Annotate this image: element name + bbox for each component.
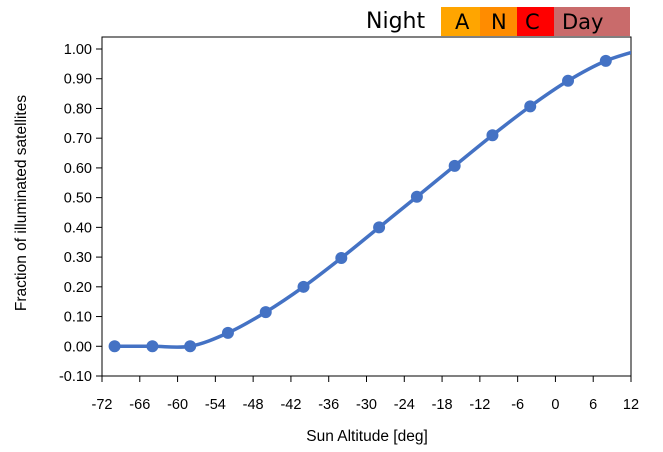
- band-label-civil: C: [525, 10, 540, 34]
- x-tick-label: 12: [623, 397, 639, 413]
- y-axis: -0.10 0.00 0.10 0.20 0.30 0.40 0.50 0.60 0.70 0.8…: [59, 42, 102, 385]
- y-tick-label: 0.00: [64, 339, 92, 355]
- y-tick-label: -0.10: [59, 369, 92, 385]
- data-point: [221, 326, 234, 339]
- x-tick-label: -6: [511, 397, 524, 413]
- x-tick-label: -42: [280, 397, 301, 413]
- data-point: [486, 129, 499, 142]
- band-swatch-astronomical: [441, 7, 480, 36]
- y-tick-label: 0.40: [64, 220, 92, 236]
- data-point: [146, 340, 159, 353]
- x-tick-label: -72: [92, 397, 113, 413]
- plot-frame: [101, 36, 632, 377]
- x-tick-label: -12: [469, 397, 490, 413]
- data-point: [524, 100, 537, 113]
- x-tick-label: -48: [243, 397, 264, 413]
- y-tick-label: 0.20: [64, 280, 92, 296]
- data-point: [410, 190, 423, 203]
- x-tick-label: 0: [551, 397, 559, 413]
- band-label-night: Night: [366, 9, 425, 34]
- y-tick-label: 0.50: [64, 191, 92, 207]
- y-tick-label: 0.30: [64, 250, 92, 266]
- x-tick-label: -24: [394, 397, 415, 413]
- y-tick-label: 0.60: [64, 161, 92, 177]
- band-swatch-nautical: [480, 7, 517, 36]
- y-axis-title: Fraction of illuminated satellites: [13, 95, 30, 311]
- band-swatch-day: [554, 7, 630, 36]
- series-line: [114, 50, 631, 350]
- data-point: [184, 340, 197, 353]
- data-point: [599, 54, 612, 67]
- band-label-nautical: N: [491, 10, 507, 34]
- x-tick-label: -30: [356, 397, 377, 413]
- x-axis: -72 -66 -60 -54 -48 -42 -36 -30 -24 -18 -12 -6 0 6 12: [92, 376, 639, 413]
- band-swatch-civil: [517, 7, 554, 36]
- x-tick-label: 6: [589, 397, 597, 413]
- data-point: [108, 340, 121, 353]
- data-point: [335, 251, 348, 264]
- band-label-day: Day: [562, 10, 603, 34]
- y-tick-label: 0.90: [64, 72, 92, 88]
- band-label-astronomical: A: [455, 10, 470, 34]
- data-point: [448, 159, 461, 172]
- x-tick-label: -36: [318, 397, 339, 413]
- data-point: [562, 74, 575, 87]
- data-point: [373, 221, 386, 234]
- y-tick-label: 0.80: [64, 101, 92, 117]
- data-point: [259, 306, 272, 319]
- y-tick-label: 1.00: [64, 42, 92, 58]
- x-tick-label: -54: [205, 397, 226, 413]
- series-layer: [108, 50, 631, 353]
- y-tick-label: 0.70: [64, 131, 92, 147]
- data-point: [297, 280, 310, 293]
- twilight-band-header: Night A N C Day: [366, 7, 630, 36]
- x-axis-title: Sun Altitude [deg]: [306, 428, 428, 445]
- y-tick-label: 0.10: [64, 310, 92, 326]
- x-tick-label: -60: [167, 397, 188, 413]
- x-tick-label: -66: [129, 397, 150, 413]
- x-tick-label: -18: [432, 397, 453, 413]
